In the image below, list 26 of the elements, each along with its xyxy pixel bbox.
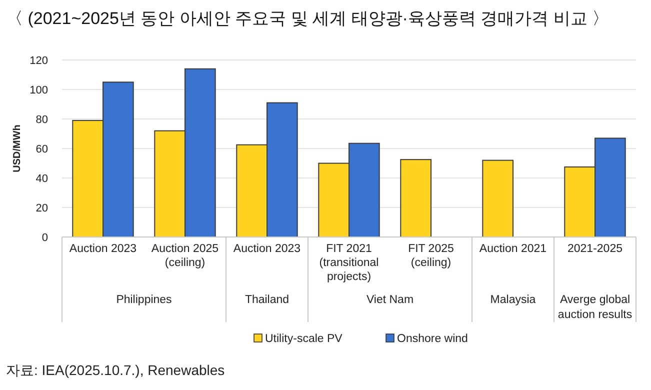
x-tick-label: Auction 2023 (233, 243, 301, 255)
legend-label: Utility-scale PV (265, 333, 343, 345)
y-tick-label: 80 (36, 114, 48, 126)
x-tick-label: Auction 2023 (69, 243, 137, 255)
y-tick-label: 120 (30, 55, 48, 67)
y-tick-label: 60 (36, 144, 48, 156)
text: Malaysia (490, 294, 536, 306)
text: Thailand (244, 294, 290, 306)
x-tick-label: FIT 2025 (ceiling) (408, 243, 454, 269)
bar (400, 159, 432, 238)
x-tick-label: FIT 2021 (transitional projects) (319, 243, 379, 283)
y-tick-label: 20 (36, 202, 48, 214)
x-tick-label: Auction 2021 (479, 243, 547, 255)
x-tick-label: Auction 2025 (ceiling) (151, 243, 219, 269)
y-axis-title: USD/MWh (12, 124, 23, 172)
chart-title: 〈 (2021~2025년 동안 아세안 주요국 및 세계 태양광·육상풍력 경매가격 비교 〉 (6, 9, 610, 28)
bar (482, 160, 514, 238)
legend-label: Onshore wind (397, 333, 468, 345)
text: Philippines (116, 294, 172, 306)
y-tick-label: 0 (42, 232, 48, 244)
text: 자료: IEA(2025.10.7.), Renewables (6, 362, 225, 378)
y-tick-label: 40 (36, 173, 48, 185)
text: Viet Nam (366, 294, 414, 306)
y-tick-label: 100 (30, 84, 48, 96)
x-tick-label: 2021-2025 (568, 243, 622, 255)
text: Averge global auction results (558, 294, 632, 321)
